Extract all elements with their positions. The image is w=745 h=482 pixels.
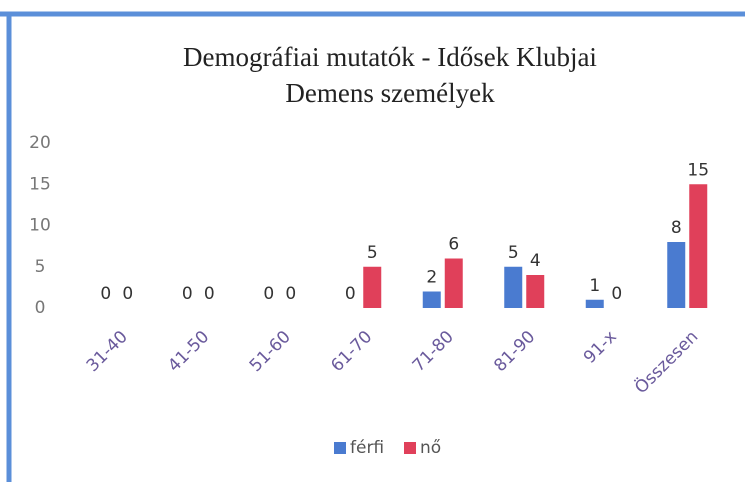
legend-label: férfi (350, 438, 384, 458)
y-tick-label: 0 (35, 298, 46, 318)
bar (422, 291, 441, 308)
chart-title: Demográfiai mutatók - Idősek Klubjai (183, 42, 597, 72)
legend-label: nő (420, 438, 441, 458)
bar (504, 266, 523, 308)
value-label: 0 (263, 284, 274, 304)
y-tick-label: 5 (35, 257, 46, 277)
bar (585, 299, 604, 308)
value-label: 5 (367, 243, 378, 263)
value-label: 4 (530, 251, 541, 271)
value-label: 2 (426, 268, 437, 288)
value-label: 5 (508, 243, 519, 263)
value-label: 6 (448, 235, 459, 255)
value-label: 0 (285, 284, 296, 304)
value-label: 0 (204, 284, 215, 304)
value-label: 8 (671, 218, 682, 238)
value-label: 0 (182, 284, 193, 304)
value-label: 0 (611, 284, 622, 304)
y-tick-label: 15 (29, 174, 51, 194)
value-label: 0 (122, 284, 133, 304)
bar (526, 275, 545, 308)
bar (363, 266, 382, 308)
value-label: 0 (100, 284, 111, 304)
chart-subtitle: Demens személyek (285, 78, 495, 108)
value-label: 15 (687, 160, 709, 180)
bar (667, 242, 686, 308)
legend-swatch (404, 442, 416, 454)
value-label: 0 (345, 284, 356, 304)
bar (444, 258, 463, 308)
y-tick-label: 10 (29, 216, 51, 236)
value-label: 1 (589, 276, 600, 296)
legend-swatch (334, 442, 346, 454)
bar (689, 184, 708, 308)
y-tick-label: 20 (29, 133, 51, 153)
